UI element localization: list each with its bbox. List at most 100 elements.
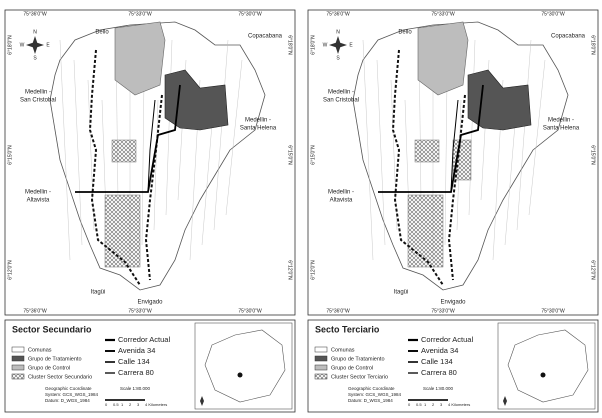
crs-text: Datum: D_WGS_1984 (45, 398, 90, 403)
comuna-boundary (141, 79, 145, 246)
legend-swatch (314, 364, 328, 371)
comuna-boundary (444, 79, 448, 246)
legend-title: Secto Terciario (315, 324, 380, 334)
compass-letter: N (336, 29, 340, 35)
scale-bar-label: 0 (408, 402, 411, 407)
longitude-label: 75°30'0"W (238, 308, 262, 314)
comuna-boundary (73, 59, 83, 246)
place-name: Envigado (137, 300, 163, 306)
scale-bar-label: 3 (440, 402, 443, 407)
scale-bar (105, 399, 145, 401)
scale-bar-label: 2 (129, 402, 132, 407)
longitude-label: 75°36'0"W (326, 308, 350, 314)
crs-text: System: GCS_WGS_1984 (45, 392, 99, 397)
legend-swatch (314, 355, 328, 362)
legend-line-label: Avenida 34 (421, 346, 458, 355)
longitude-label: 75°33'0"W (431, 11, 455, 17)
place-name: Itagüi (394, 290, 409, 296)
comuna-boundary (362, 39, 374, 261)
longitude-label: 75°30'0"W (238, 11, 262, 17)
latitude-label: 6°18'0"N (590, 35, 596, 55)
latitude-label: 6°12'0"N (310, 260, 316, 280)
treatment-group (467, 69, 532, 131)
legend-line-label: Avenida 34 (118, 346, 155, 355)
cluster (407, 194, 444, 268)
place-name: Medellin - (25, 90, 51, 96)
comuna-boundary (59, 39, 71, 261)
comuna-boundary (468, 39, 476, 216)
scale-bar-label: 4 Kilometers (448, 402, 470, 407)
place-name: Medellin - (328, 90, 354, 96)
place-name: Medellin - (328, 190, 354, 196)
crs-text: Geographic Coordinate (348, 386, 395, 391)
cluster (414, 139, 440, 163)
compass-letter: W (323, 42, 328, 48)
legend-item: Comunas (28, 347, 52, 353)
crs-text: System: GCS_WGS_1984 (348, 392, 402, 397)
place-name: Medellin - (25, 190, 51, 196)
comuna-boundary (153, 99, 159, 231)
latitude-label: 6°12'0"N (7, 260, 13, 280)
scale-text: Scale 1:80.000 (120, 386, 151, 391)
corridor (450, 99, 459, 193)
legend-line-label: Calle 134 (421, 357, 453, 366)
legend-swatch (314, 346, 328, 353)
place-name: Santa Helena (240, 126, 277, 132)
crs-text: Geographic Coordinate (45, 386, 92, 391)
legend-swatch (11, 364, 25, 371)
scale-bar-label: 0 (105, 402, 108, 407)
latitude-label: 6°12'0"N (287, 260, 293, 280)
comuna-boundary (516, 39, 532, 231)
legend-item: Comunas (331, 347, 355, 353)
compass-rose (26, 36, 44, 54)
place-name: Bello (95, 30, 109, 36)
cluster (452, 139, 472, 181)
corridor (147, 99, 156, 193)
place-name: Copacabana (248, 34, 283, 40)
place-name: Itagüi (91, 290, 106, 296)
place-name: Medellin - (548, 118, 574, 124)
compass-letter: S (336, 55, 340, 61)
legend-line-label: Corredor Actual (421, 335, 473, 344)
latitude-label: 6°18'0"N (7, 35, 13, 55)
inset-compass (200, 396, 204, 406)
crs-text: Datum: D_WGS_1984 (348, 398, 393, 403)
latitude-label: 6°15'0"N (590, 145, 596, 165)
control-boundary (391, 49, 444, 286)
compass-letter: E (349, 42, 353, 48)
control-boundary (144, 94, 163, 281)
scale-bar-label: 0.5 (113, 402, 119, 407)
legend-line-label: Carrera 80 (421, 368, 457, 377)
latitude-label: 6°12'0"N (590, 260, 596, 280)
legend-item: Grupo de Control (28, 365, 70, 371)
place-name: Santa Helena (543, 126, 580, 132)
longitude-label: 75°33'0"W (431, 308, 455, 314)
longitude-label: 75°33'0"W (128, 308, 152, 314)
control-boundary (447, 94, 466, 281)
scale-bar-label: 1 (424, 402, 427, 407)
place-name: Envigado (440, 300, 466, 306)
longitude-label: 75°36'0"W (326, 11, 350, 17)
longitude-label: 75°30'0"W (541, 308, 565, 314)
comuna-boundary (225, 59, 243, 216)
legend-line-label: Calle 134 (118, 357, 150, 366)
scale-text: Scale 1:80.000 (423, 386, 454, 391)
place-name: Altavista (27, 198, 50, 204)
inset-frame (497, 322, 596, 410)
legend-swatch (11, 355, 25, 362)
place-name: Bello (398, 30, 412, 36)
legend-line-label: Corredor Actual (118, 335, 170, 344)
comuna-boundary (165, 39, 173, 216)
legend-item: Grupo de Tratamiento (28, 356, 82, 362)
latitude-label: 6°15'0"N (7, 145, 13, 165)
corridor (75, 84, 181, 193)
place-name: Altavista (330, 198, 353, 204)
scale-bar-label: 2 (432, 402, 435, 407)
legend-item: Grupo de Control (331, 365, 373, 371)
comuna-boundary (376, 59, 386, 246)
longitude-label: 75°30'0"W (541, 11, 565, 17)
legend-item: Cluster Sector Secundario (28, 374, 92, 380)
inset-location (540, 372, 546, 378)
control-boundary (88, 49, 141, 286)
inset-frame (194, 322, 293, 410)
